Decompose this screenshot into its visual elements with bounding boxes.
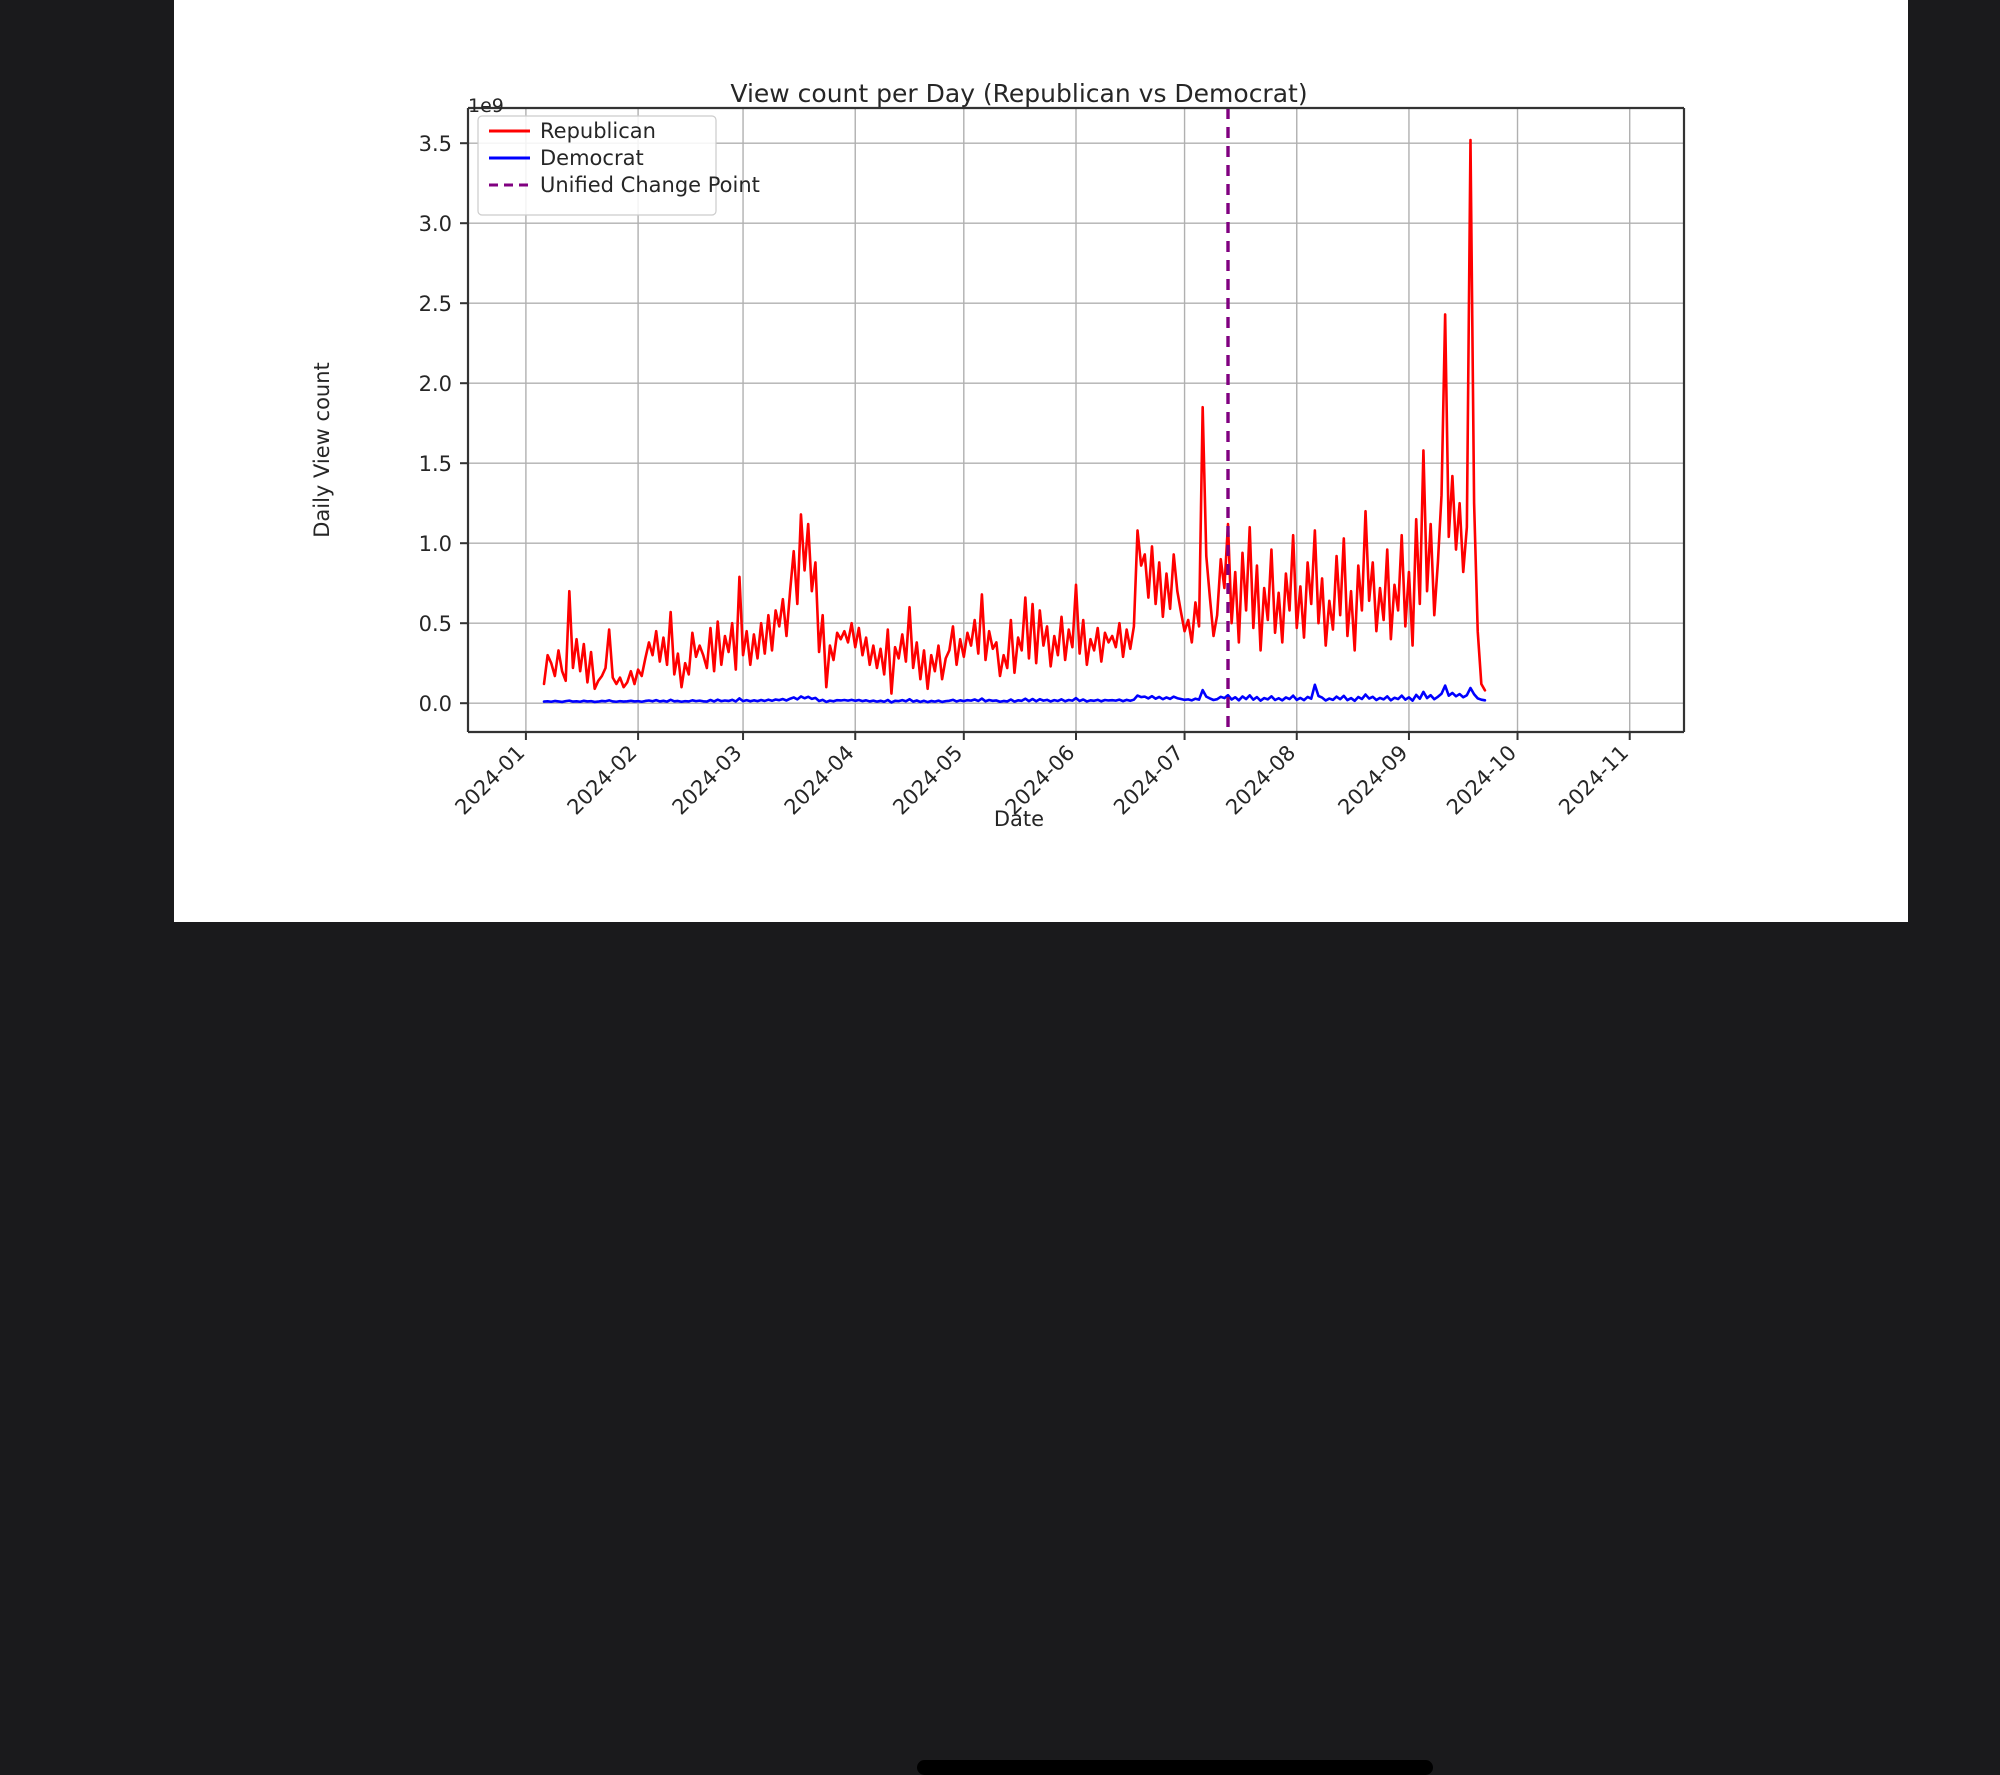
data-series-layer — [542, 138, 1487, 704]
legend-frame — [477, 115, 717, 216]
y-tick-label: 3.5 — [419, 132, 452, 156]
legend-label-republican: Republican — [540, 119, 656, 143]
screen-root: 0.0 0.5 1.0 1.5 2.0 2.5 3.0 3.5 2024-01 2024-02 20… — [174, 0, 1908, 1775]
y-tick-label: 0.5 — [419, 612, 452, 636]
y-tick-label: 1.5 — [419, 452, 452, 476]
series-line-republican — [542, 138, 1487, 695]
y-tick-label: 1.0 — [419, 532, 452, 556]
y-tick-label: 3.0 — [419, 212, 452, 236]
legend-label-unified-change-point: Unified Change Point — [540, 173, 760, 197]
y-tick-label: 2.0 — [419, 372, 452, 396]
horizontal-scrollbar-thumb[interactable] — [917, 1760, 1433, 1775]
y-tick-label: 0.0 — [419, 692, 452, 716]
legend-label-democrat: Democrat — [540, 146, 644, 170]
chart-title: View count per Day (Republican vs Democr… — [730, 79, 1307, 108]
horizontal-scrollbar-track[interactable] — [174, 870, 1908, 1775]
series-line-democrat — [542, 683, 1487, 704]
matplotlib-figure: 0.0 0.5 1.0 1.5 2.0 2.5 3.0 3.5 2024-01 2024-02 20… — [174, 0, 1908, 870]
y-axis-offset-text: 1e9 — [468, 95, 504, 117]
y-axis-label: Daily View count — [310, 362, 334, 538]
chart-legend[interactable]: Republican Democrat Unified Change Point — [477, 115, 760, 216]
y-tick-label: 2.5 — [419, 292, 452, 316]
axis-ticks — [460, 142, 1631, 740]
x-axis-label: Date — [994, 807, 1044, 831]
